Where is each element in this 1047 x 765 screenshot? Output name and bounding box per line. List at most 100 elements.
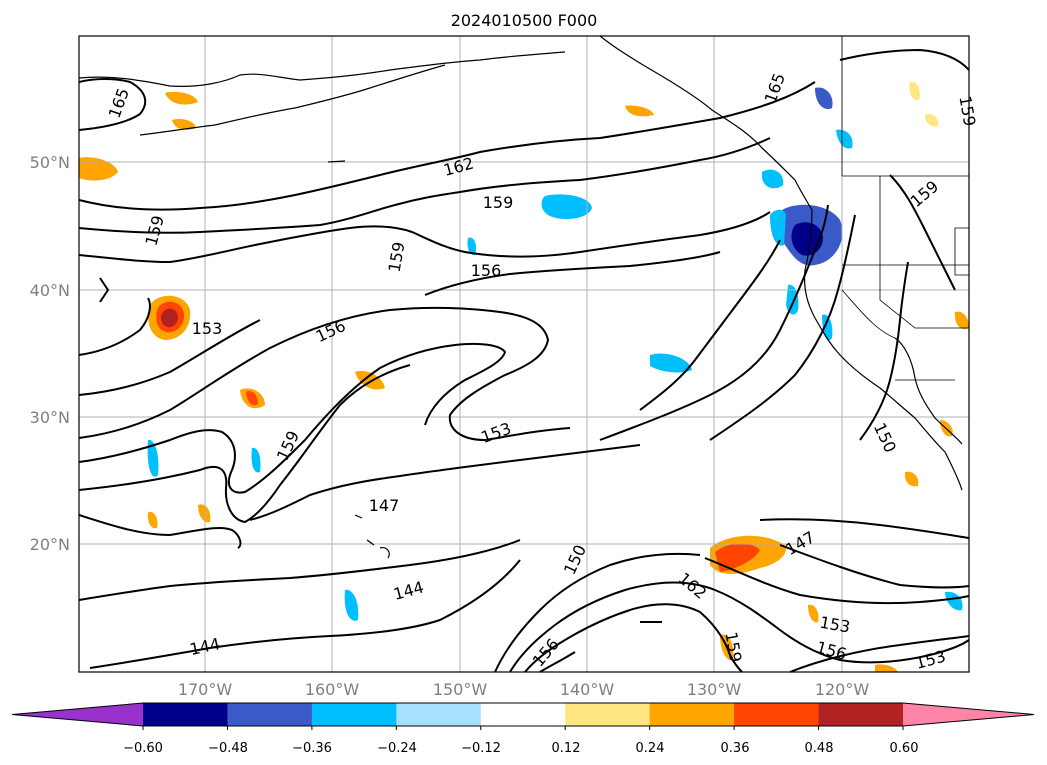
contour-line <box>78 539 521 601</box>
contour-line <box>524 603 743 673</box>
contour-line <box>639 239 781 411</box>
map-title: 2024010500 F000 <box>451 11 598 30</box>
shaded-anomalies <box>79 81 969 672</box>
contour-label: 147 <box>369 496 400 515</box>
lon-label-150w: 150°W <box>433 680 488 699</box>
colorbar-segment <box>649 703 735 726</box>
contour-line <box>78 514 242 549</box>
contour-line <box>509 581 970 673</box>
contour-label: 156 <box>471 261 502 280</box>
contour-line <box>78 297 151 356</box>
positive-anomaly-region <box>165 91 198 105</box>
lon-label-170w: 170°W <box>178 680 233 699</box>
contour-line <box>889 174 956 291</box>
contour-line <box>78 81 816 211</box>
positive-anomaly-region <box>625 105 654 117</box>
colorbar-segment <box>227 703 313 726</box>
contour-line <box>89 559 521 669</box>
negative-anomaly-region <box>770 209 786 246</box>
lon-label-140w: 140°W <box>560 680 615 699</box>
contour-line <box>839 49 970 71</box>
colorbar-segment <box>565 703 651 726</box>
positive-anomaly-region <box>954 311 969 330</box>
map-background <box>79 36 969 672</box>
positive-anomaly-region <box>875 664 898 672</box>
positive-anomaly-region <box>904 471 919 487</box>
weak-positive-anomaly-region <box>909 81 920 101</box>
negative-anomaly-region <box>945 591 963 611</box>
map-frame <box>78 35 970 673</box>
colorbar-extension-low <box>12 703 143 726</box>
lat-label-30n: 30°N <box>30 408 70 427</box>
hawaii-island <box>366 539 375 546</box>
colorbar-tick-label: −0.36 <box>292 741 332 756</box>
contour-line <box>78 78 147 131</box>
positive-anomaly-region <box>715 543 760 572</box>
negative-anomaly-region <box>836 129 853 149</box>
contour-line <box>78 211 771 263</box>
negative-anomaly-region <box>815 87 833 110</box>
contour-line <box>779 544 970 589</box>
positive-anomaly-region <box>172 118 196 130</box>
contour-label: 153 <box>192 319 223 338</box>
contour-line <box>249 444 641 521</box>
height-contours <box>78 49 970 673</box>
negative-anomaly-region <box>541 194 592 220</box>
negative-anomaly-region <box>251 447 261 473</box>
colorbar-tick-label: −0.24 <box>377 741 417 756</box>
contour-line <box>789 635 970 673</box>
contour-line <box>704 557 970 605</box>
coastlines <box>78 35 970 559</box>
lat-label-40n: 40°N <box>30 281 70 300</box>
colorbar-segment <box>143 703 228 726</box>
colorbar-tick-label: 0.48 <box>805 741 834 756</box>
contour-line <box>78 364 411 523</box>
lon-label-120w: 120°W <box>815 680 870 699</box>
island <box>327 160 346 163</box>
negative-anomaly-region <box>467 237 477 256</box>
contour-line <box>539 651 576 673</box>
negative-anomaly-region <box>147 439 159 477</box>
gridlines <box>79 36 969 672</box>
negative-anomaly-region <box>650 353 692 373</box>
contour-line <box>424 251 721 296</box>
positive-anomaly-region <box>79 157 118 181</box>
contour-line <box>599 204 829 441</box>
colorbar-extension-high <box>903 703 1034 726</box>
lat-label-50n: 50°N <box>30 153 70 172</box>
colorbar <box>11 702 1035 730</box>
contour-label: 159 <box>483 193 514 212</box>
latitude-labels: 50°N 40°N 30°N 20°N <box>30 153 70 554</box>
longitude-labels: 170°W 160°W 150°W 140°W 130°W 120°W <box>178 680 870 699</box>
positive-anomaly-region <box>808 604 819 623</box>
lon-label-130w: 130°W <box>687 680 742 699</box>
lat-label-20n: 20°N <box>30 535 70 554</box>
colorbar-ticks: −0.60 −0.48 −0.36 −0.24 −0.12 0.12 0.24 … <box>123 741 918 756</box>
colorbar-segment <box>734 703 820 726</box>
baja-coastline <box>894 337 963 445</box>
colorbar-tick-label: 0.60 <box>890 741 919 756</box>
contour-line <box>859 261 909 441</box>
negative-anomaly-region <box>786 284 799 315</box>
colorbar-tick-label: 0.24 <box>636 741 665 756</box>
positive-anomaly-region <box>198 504 211 523</box>
strong-negative-anomaly-region <box>791 222 823 256</box>
colorbar-tick-label: −0.60 <box>123 741 163 756</box>
strong-positive-anomaly-region <box>160 308 178 328</box>
canada-coastline <box>599 35 813 211</box>
map-panel: 165 162 159 159 159 156 156 153 153 159 … <box>78 35 979 673</box>
aleutian-islands <box>139 64 446 136</box>
alaska-coastline <box>78 51 566 87</box>
contour-line <box>709 214 856 441</box>
negative-anomaly-region <box>344 589 359 621</box>
hawaii-island <box>379 547 390 559</box>
colorbar-tick-label: −0.48 <box>208 741 248 756</box>
negative-anomaly-region <box>761 169 784 189</box>
contour-line <box>78 137 771 234</box>
colorbar-segment <box>311 703 397 726</box>
positive-anomaly-region <box>355 370 385 390</box>
positive-anomaly-region <box>147 511 158 529</box>
contour-line <box>78 306 571 441</box>
colorbar-tick-label: 0.12 <box>552 741 581 756</box>
